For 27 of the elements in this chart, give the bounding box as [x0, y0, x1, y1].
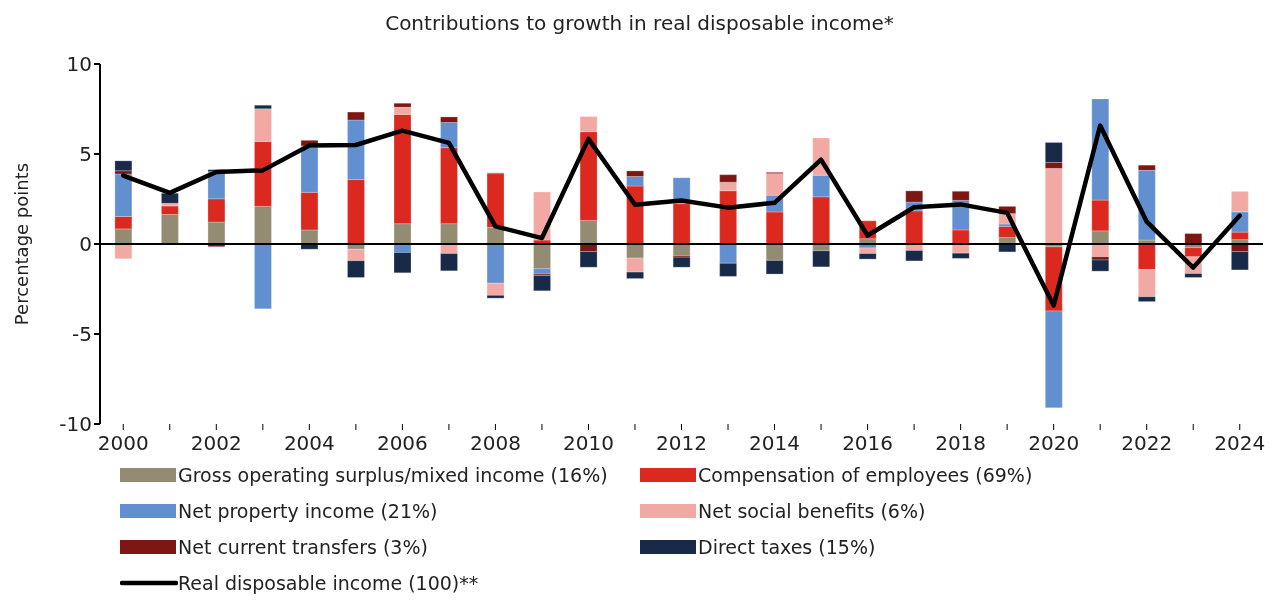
legend-label: Direct taxes (15%): [698, 536, 876, 558]
x-tick-label: 2010: [563, 431, 614, 456]
x-tick-label: 2022: [1121, 431, 1173, 456]
legend-label: Net current transfers (3%): [178, 536, 428, 558]
legend-label: Net social benefits (6%): [698, 500, 926, 522]
y-tick-label: 0: [79, 232, 92, 257]
y-tick-label: -5: [72, 322, 92, 347]
x-tick-label: 2006: [376, 431, 428, 456]
chart-title: Contributions to growth in real disposable income*: [384, 10, 895, 37]
x-tick-label: 2024: [1214, 431, 1266, 456]
y-tick-label: 10: [66, 52, 92, 77]
x-tick-label: 2020: [1028, 431, 1080, 456]
y-tick-label: -10: [59, 412, 92, 437]
x-tick-label: 2008: [469, 431, 521, 456]
x-tick-label: 2004: [283, 431, 335, 456]
legend-label: Compensation of employees (69%): [698, 464, 1033, 486]
x-tick-label: 2002: [190, 431, 242, 456]
x-tick-label: 2014: [749, 431, 800, 456]
legend-label: Real disposable income (100)**: [178, 572, 479, 594]
legend-label: Gross operating surplus/mixed income (16%): [178, 464, 608, 486]
x-tick-label: 2000: [97, 431, 149, 456]
x-tick-label: 2018: [935, 431, 987, 456]
y-tick-label: 5: [79, 142, 92, 167]
legend-label: Net property income (21%): [178, 500, 438, 522]
x-tick-label: 2012: [656, 431, 707, 456]
y-axis-title: Percentage points: [11, 162, 33, 326]
x-tick-label: 2016: [842, 431, 894, 456]
